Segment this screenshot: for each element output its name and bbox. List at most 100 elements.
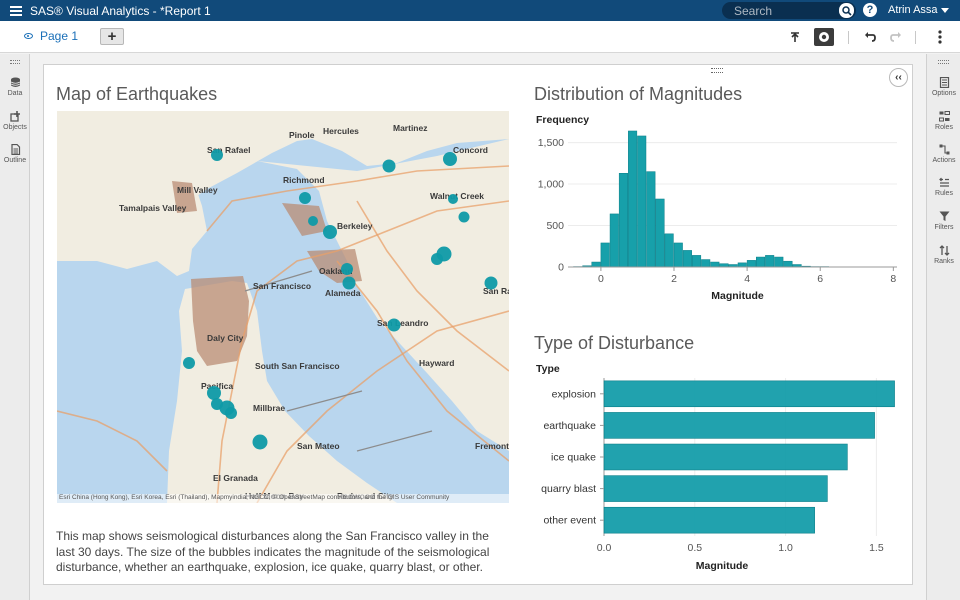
sidebar-item-filters[interactable]: Filters xyxy=(929,211,959,231)
help-icon[interactable]: ? xyxy=(863,3,877,17)
category-label: ice quake xyxy=(551,452,596,464)
right-side-panel: Options Roles Actions Rules Filters Rank… xyxy=(926,54,960,600)
histogram-bar[interactable] xyxy=(692,255,702,268)
quake-bubble[interactable] xyxy=(443,152,457,166)
map-place-label: San Rafael xyxy=(207,145,250,155)
category-bar[interactable] xyxy=(603,506,815,534)
sidebar-item-label: Ranks xyxy=(934,258,954,265)
quake-bubble[interactable] xyxy=(299,192,311,204)
category-label: other event xyxy=(543,515,596,527)
quake-bubble[interactable] xyxy=(342,276,356,290)
sidebar-item-label: Options xyxy=(931,90,957,97)
magnitude-histogram[interactable]: Frequency 0 500 1,000 1,500 0 2 4 6 8 Magnitude xyxy=(530,108,915,306)
options-icon xyxy=(939,77,949,88)
y-tick-label: 1,500 xyxy=(538,137,564,149)
sidebar-item-options[interactable]: Options xyxy=(929,77,959,97)
quake-bubble[interactable] xyxy=(225,407,237,419)
x-tick-label: 0 xyxy=(598,273,604,285)
more-options-icon[interactable] xyxy=(930,28,950,46)
histogram-bar[interactable] xyxy=(655,198,665,268)
map-urban-area xyxy=(282,203,327,236)
panel-grip-icon[interactable] xyxy=(10,60,20,64)
histogram-bar[interactable] xyxy=(618,173,628,268)
category-bar[interactable] xyxy=(603,380,895,408)
histogram-bar[interactable] xyxy=(664,233,674,268)
map-place-label: Mill Valley xyxy=(177,185,218,195)
earthquake-map[interactable]: San Rafael Pinole Hercules Martinez Conc… xyxy=(57,111,509,503)
sidebar-item-rules[interactable]: Rules xyxy=(929,177,959,197)
histogram-bar[interactable] xyxy=(600,242,610,268)
histogram-bar[interactable] xyxy=(637,135,647,268)
histogram-bar[interactable] xyxy=(591,261,601,268)
x-tick-label: 1.5 xyxy=(869,542,884,554)
user-menu-caret-icon[interactable] xyxy=(941,8,949,13)
sidebar-item-label: Objects xyxy=(3,124,27,131)
quake-bubble[interactable] xyxy=(323,225,337,239)
y-axis-label: Frequency xyxy=(536,114,589,126)
hamburger-menu-icon[interactable] xyxy=(10,6,22,16)
histogram-bar[interactable] xyxy=(673,242,683,268)
histogram-bar[interactable] xyxy=(783,260,793,268)
quake-bubble[interactable] xyxy=(308,216,318,226)
map-place-label: Concord xyxy=(453,145,488,155)
sidebar-item-objects[interactable]: Objects xyxy=(1,111,29,131)
x-tick-label: 2 xyxy=(671,273,677,285)
x-tick-label: 0.0 xyxy=(597,542,612,554)
search-input[interactable] xyxy=(734,3,834,18)
collapse-panel-button[interactable]: ‹‹ xyxy=(889,68,908,87)
quake-bubble[interactable] xyxy=(431,253,443,265)
search-button[interactable] xyxy=(839,3,854,18)
map-canvas[interactable]: San Rafael Pinole Hercules Martinez Conc… xyxy=(57,111,509,503)
quake-bubble[interactable] xyxy=(211,149,223,161)
category-bar[interactable] xyxy=(603,443,848,471)
panel-grip-icon[interactable] xyxy=(938,60,949,64)
quake-bubble[interactable] xyxy=(341,263,353,275)
quake-bubble[interactable] xyxy=(382,159,396,173)
quake-bubble[interactable] xyxy=(387,318,401,332)
app-title-bar: SAS® Visual Analytics - *Report 1 ? Atri… xyxy=(0,0,960,21)
histogram-bar[interactable] xyxy=(701,259,711,268)
category-bar[interactable] xyxy=(603,475,828,502)
user-name[interactable]: Atrin Assa xyxy=(888,4,938,16)
canvas-grip-icon[interactable] xyxy=(711,68,723,73)
histogram-bar[interactable] xyxy=(682,250,692,268)
histogram-bar[interactable] xyxy=(609,213,619,268)
redo-icon[interactable] xyxy=(886,28,906,46)
histogram-bar[interactable] xyxy=(646,171,656,268)
map-description: This map shows seismological disturbance… xyxy=(56,529,490,574)
quake-bubble[interactable] xyxy=(207,386,221,400)
sidebar-item-data[interactable]: Data xyxy=(3,77,27,97)
sidebar-item-roles[interactable]: Roles xyxy=(929,111,959,131)
undo-icon[interactable] xyxy=(860,28,880,46)
map-place-label: Millbrae xyxy=(253,403,285,413)
histogram-bar[interactable] xyxy=(628,130,638,268)
filter-icon xyxy=(939,211,949,221)
search-box xyxy=(722,2,856,19)
add-page-button[interactable]: + xyxy=(100,28,124,45)
tab-page-1[interactable]: Page 1 xyxy=(24,29,78,43)
sidebar-item-outline[interactable]: Outline xyxy=(1,144,29,164)
quake-bubble[interactable] xyxy=(183,357,195,369)
sidebar-item-actions[interactable]: Actions xyxy=(929,144,959,164)
histogram-bar[interactable] xyxy=(765,255,775,268)
histogram-bar[interactable] xyxy=(710,261,720,268)
map-place-label: San Leandro xyxy=(377,318,428,328)
map-place-label: Daly City xyxy=(207,333,244,343)
histogram-bar[interactable] xyxy=(746,260,756,268)
histogram-bar[interactable] xyxy=(737,262,747,268)
map-place-label: Hayward xyxy=(419,358,454,368)
quake-bubble[interactable] xyxy=(252,434,268,450)
quake-bubble[interactable] xyxy=(484,276,498,290)
sidebar-item-ranks[interactable]: Ranks xyxy=(929,245,959,265)
quake-bubble[interactable] xyxy=(448,194,458,204)
category-bar[interactable] xyxy=(603,412,875,439)
map-place-label: Tamalpais Valley xyxy=(119,203,187,213)
histogram-bar[interactable] xyxy=(756,256,766,268)
eye-icon xyxy=(24,33,33,39)
histogram-bar[interactable] xyxy=(774,256,784,268)
pin-icon[interactable] xyxy=(785,28,805,46)
quake-bubble[interactable] xyxy=(458,211,470,223)
disturbance-type-bar-chart[interactable]: Type explosion earthquake ice quake quarry b… xyxy=(530,358,915,576)
map-place-label: Richmond xyxy=(283,175,325,185)
interaction-mode-icon[interactable] xyxy=(814,28,834,46)
